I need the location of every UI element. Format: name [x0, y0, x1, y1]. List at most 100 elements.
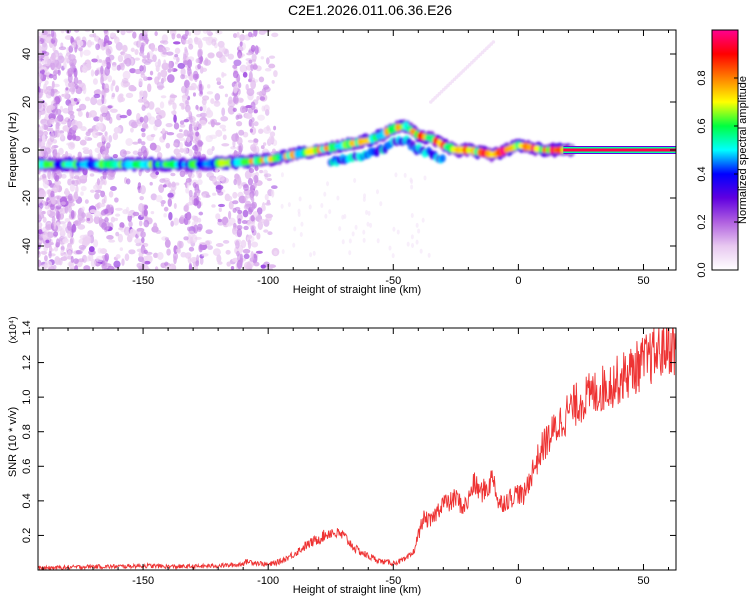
noise-speckle — [189, 237, 194, 245]
colorbar-tick-label: 0.8 — [696, 70, 708, 85]
noise-speckle — [406, 241, 410, 247]
noise-speckle — [139, 185, 146, 195]
noise-speckle — [121, 77, 129, 84]
noise-speckle — [150, 211, 155, 215]
spectrogram-xlabel: Height of straight line (km) — [293, 284, 421, 296]
noise-speckle — [184, 79, 190, 88]
noise-speckle — [232, 33, 238, 39]
noise-speckle — [98, 59, 103, 63]
noise-speckle — [127, 212, 132, 217]
noise-speckle — [236, 225, 243, 231]
noise-speckle — [41, 134, 46, 143]
noise-speckle — [115, 213, 121, 217]
noise-speckle — [203, 59, 211, 66]
noise-speckle — [170, 110, 177, 115]
noise-speckle — [415, 222, 419, 228]
noise-speckle — [287, 202, 291, 208]
noise-speckle — [108, 239, 116, 243]
noise-speckle — [180, 74, 185, 80]
noise-speckle — [160, 202, 165, 207]
noise-speckle — [227, 210, 232, 220]
noise-speckle — [83, 265, 91, 270]
noise-speckle — [81, 65, 88, 73]
noise-speckle — [242, 248, 251, 254]
noise-speckle — [167, 198, 173, 207]
noise-speckle — [224, 93, 229, 98]
spectrogram-noise — [38, 30, 496, 270]
noise-speckle — [67, 178, 72, 186]
noise-speckle — [86, 217, 91, 222]
noise-speckle — [67, 193, 73, 201]
snr-xtick-label: -150 — [132, 575, 154, 587]
colorbar-tick-label: 0.0 — [696, 262, 708, 277]
noise-speckle — [403, 172, 407, 178]
noise-speckle — [178, 129, 183, 133]
noise-speckle — [130, 47, 135, 53]
noise-speckle — [260, 56, 265, 60]
noise-speckle — [250, 214, 255, 222]
noise-speckle — [230, 266, 235, 270]
noise-speckle — [42, 231, 48, 241]
noise-speckle — [179, 148, 185, 153]
noise-speckle — [44, 113, 50, 121]
noise-speckle — [170, 220, 174, 227]
noise-speckle — [257, 220, 264, 230]
noise-speckle — [236, 175, 242, 186]
noise-speckle — [163, 76, 167, 82]
noise-speckle — [293, 226, 297, 232]
noise-speckle — [362, 196, 366, 202]
noise-speckle — [89, 189, 95, 193]
noise-speckle — [362, 237, 366, 243]
noise-speckle — [94, 189, 102, 194]
noise-speckle — [85, 256, 91, 262]
ridge-core — [279, 153, 285, 160]
noise-speckle — [60, 252, 64, 256]
noise-speckle — [173, 122, 180, 130]
noise-speckle — [87, 230, 94, 238]
noise-speckle — [68, 81, 76, 88]
noise-speckle — [250, 63, 254, 72]
noise-speckle — [67, 231, 73, 239]
noise-speckle — [248, 168, 255, 174]
noise-speckle — [38, 229, 43, 235]
noise-speckle — [53, 231, 59, 237]
noise-speckle — [192, 73, 199, 81]
noise-speckle — [152, 54, 157, 63]
noise-speckle — [146, 52, 150, 61]
noise-speckle — [78, 103, 87, 111]
noise-speckle — [265, 215, 272, 222]
noise-speckle — [336, 195, 340, 201]
noise-speckle — [271, 32, 279, 38]
noise-speckle — [107, 105, 113, 109]
noise-speckle — [90, 259, 97, 268]
noise-speckle — [67, 249, 72, 257]
noise-speckle — [56, 153, 61, 158]
noise-speckle — [251, 196, 255, 204]
noise-speckle — [142, 267, 151, 270]
noise-speckle — [134, 49, 139, 56]
noise-speckle — [73, 175, 80, 180]
chart-title: C2E1.2026.011.06.36.E26 — [288, 2, 452, 18]
noise-speckle — [60, 256, 68, 261]
noise-speckle — [246, 88, 255, 97]
noise-speckle — [248, 234, 253, 239]
noise-speckle — [89, 173, 95, 177]
noise-speckle — [210, 119, 215, 128]
noise-speckle — [268, 135, 275, 144]
noise-speckle — [114, 207, 123, 211]
noise-speckle — [94, 192, 100, 200]
noise-speckle — [95, 255, 104, 263]
noise-speckle — [38, 267, 42, 270]
noise-speckle — [239, 64, 248, 73]
noise-speckle — [166, 248, 171, 256]
noise-speckle — [38, 55, 42, 61]
noise-speckle — [62, 238, 69, 244]
noise-speckle — [248, 59, 253, 64]
noise-speckle — [202, 103, 207, 113]
snr-xtick-label: 0 — [515, 575, 521, 587]
noise-speckle — [198, 211, 204, 216]
noise-speckle — [114, 217, 119, 222]
noise-speckle — [163, 213, 167, 218]
noise-speckle — [366, 221, 370, 227]
noise-speckle — [104, 208, 109, 215]
